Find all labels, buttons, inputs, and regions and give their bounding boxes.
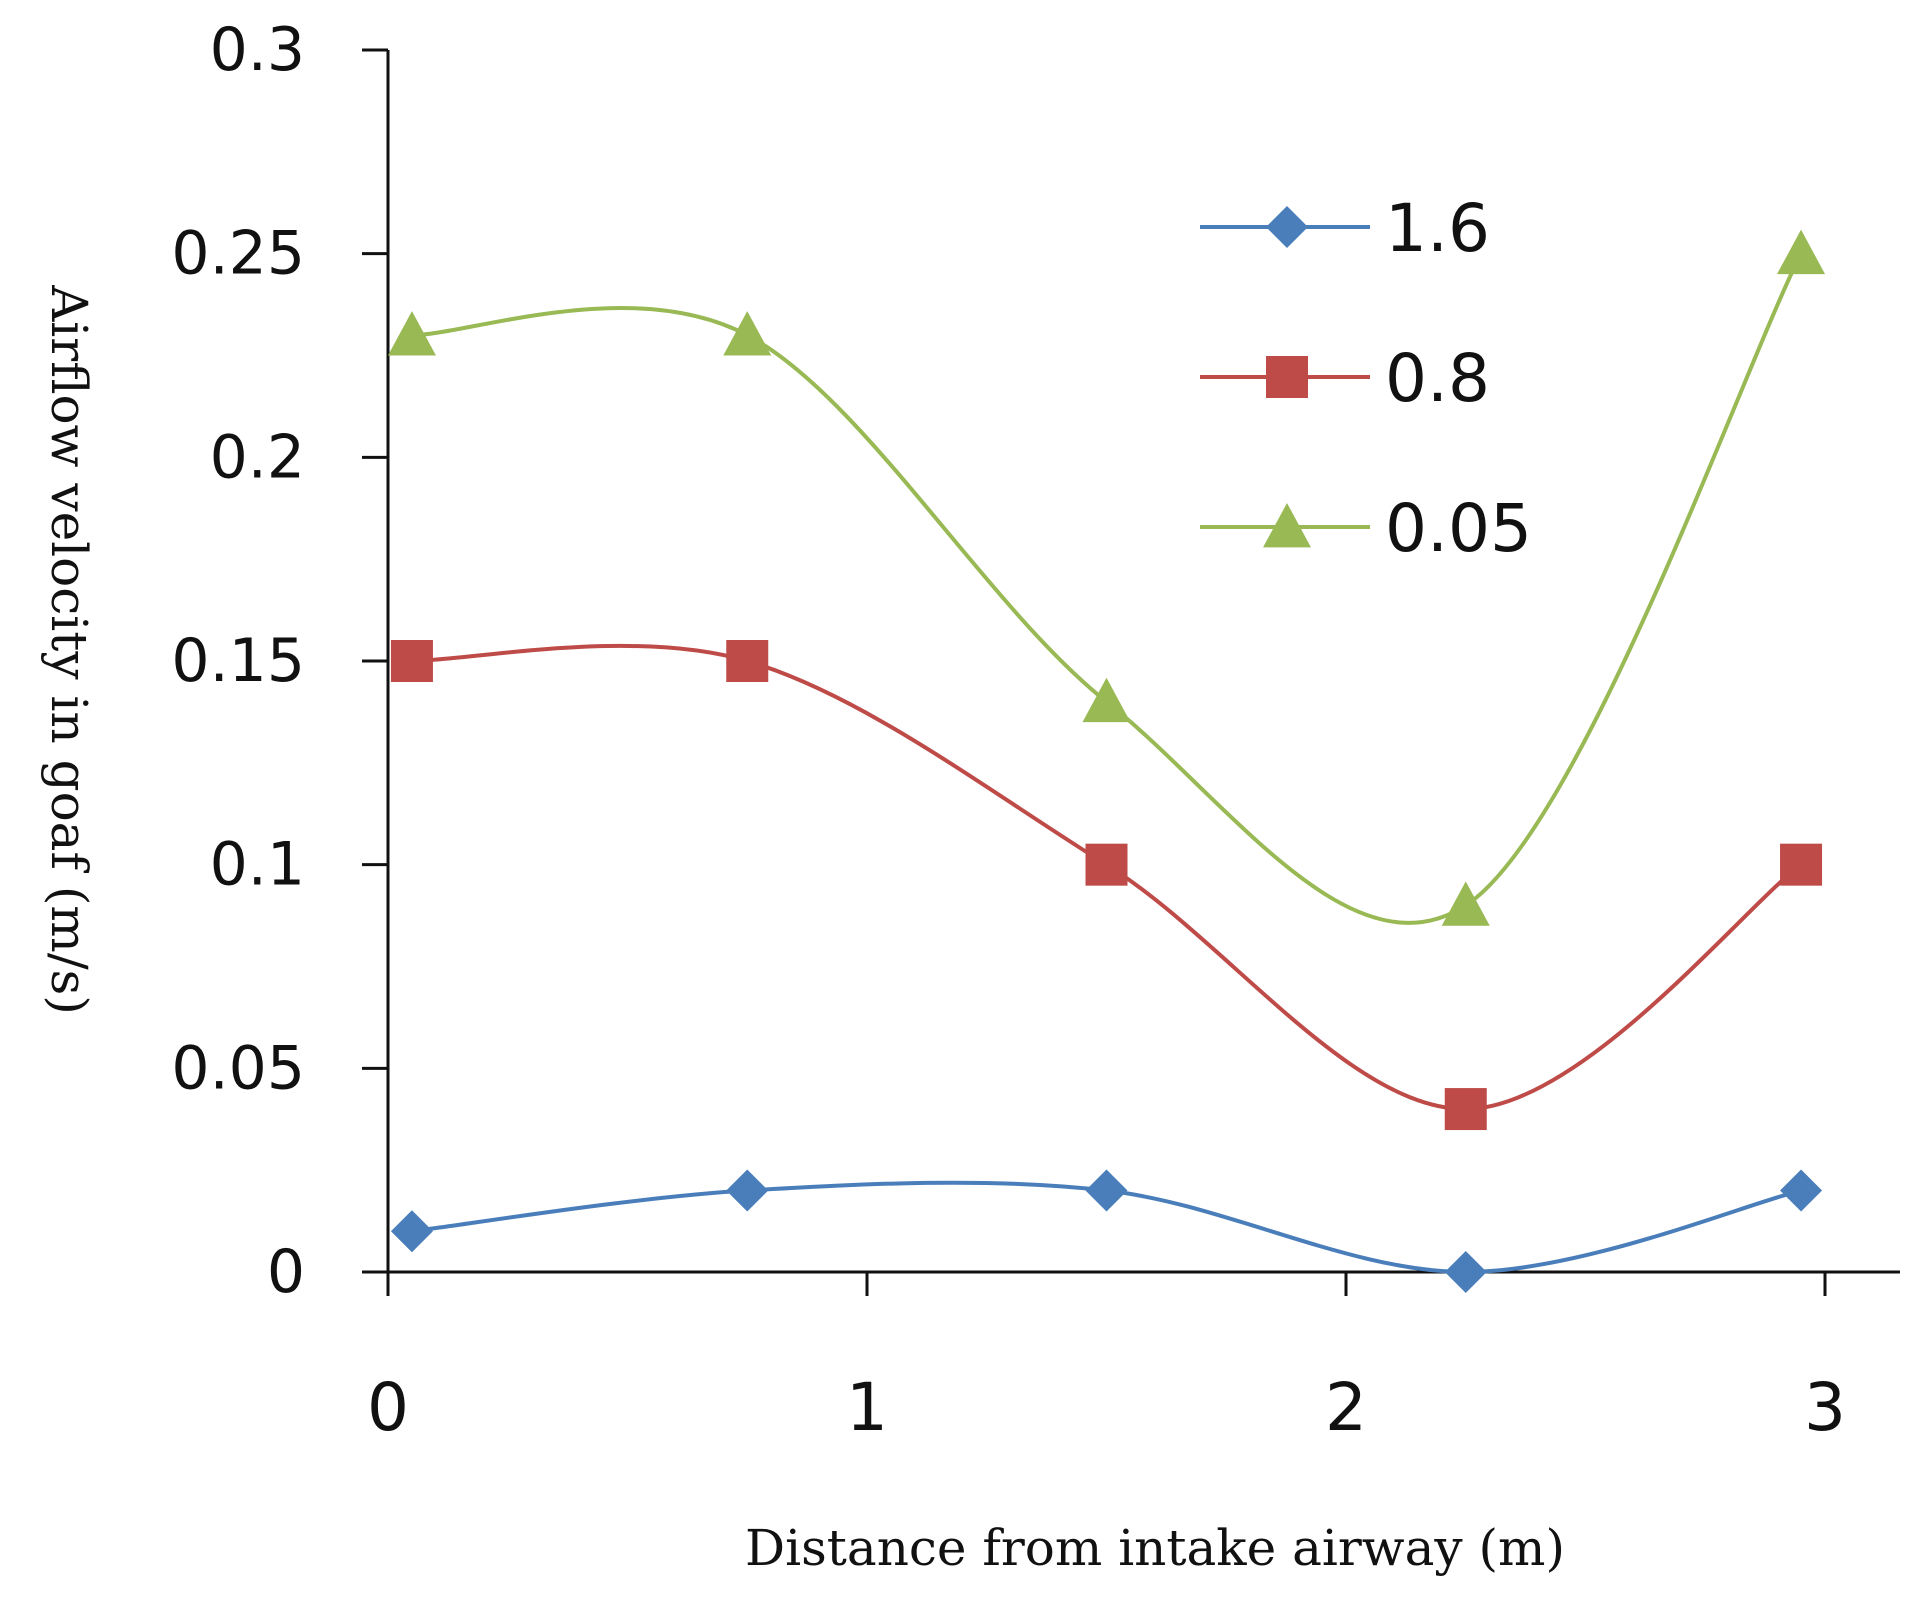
series-line [411, 252, 1803, 925]
legend-item: 1.6 [1200, 190, 1490, 267]
y-tick-label: 0.25 [171, 219, 305, 289]
legend-swatch-marker [1266, 206, 1308, 248]
axes: 0 0.05 0.1 0.15 0.2 0.25 0.3 0 1 2 3 [171, 15, 1900, 1446]
y-tick-label: 0.05 [171, 1033, 305, 1103]
x-tick-label: 1 [846, 1369, 888, 1446]
data-point-diamond [1085, 1169, 1128, 1212]
y-axis-title: Airflow velocity in goaf (m/s) [40, 284, 98, 1015]
y-tick-label: 0.2 [210, 422, 305, 492]
data-point-triangle [387, 311, 436, 356]
data-point-diamond [1444, 1251, 1487, 1293]
y-tick-label: 0.3 [210, 15, 305, 85]
legend: 1.6 0.8 0.05 [1200, 190, 1532, 567]
data-point-square [1085, 843, 1128, 886]
data-point-diamond [726, 1169, 769, 1212]
x-tick-label: 2 [1325, 1369, 1367, 1446]
legend-swatch-marker [1266, 356, 1308, 398]
legend-item: 0.05 [1200, 490, 1532, 567]
x-tick-label: 3 [1804, 1369, 1846, 1446]
legend-item: 0.8 [1200, 340, 1490, 417]
y-tick-label: 0.15 [171, 626, 305, 696]
legend-label: 1.6 [1385, 190, 1490, 267]
series-1-6 [390, 1169, 1823, 1293]
data-point-square [726, 640, 769, 682]
series-layer [387, 229, 1826, 1293]
y-tick-label: 0.1 [210, 830, 305, 900]
data-point-diamond [1780, 1169, 1823, 1212]
x-tick-label: 0 [367, 1369, 409, 1446]
legend-label: 0.05 [1385, 490, 1532, 567]
series-0-8 [390, 640, 1823, 1131]
data-point-triangle [1441, 881, 1490, 926]
data-point-square [1444, 1088, 1487, 1131]
x-axis-title: Distance from intake airway (m) [745, 1519, 1565, 1577]
data-point-square [390, 640, 433, 682]
data-point-diamond [390, 1210, 433, 1253]
legend-label: 0.8 [1385, 340, 1490, 417]
series-0-05 [387, 229, 1826, 926]
data-point-triangle [723, 311, 772, 356]
data-point-triangle [1777, 229, 1826, 275]
legend-swatch-marker [1263, 503, 1311, 548]
data-point-triangle [1082, 677, 1131, 723]
y-tick-label: 0 [267, 1237, 305, 1307]
data-point-square [1780, 843, 1823, 886]
